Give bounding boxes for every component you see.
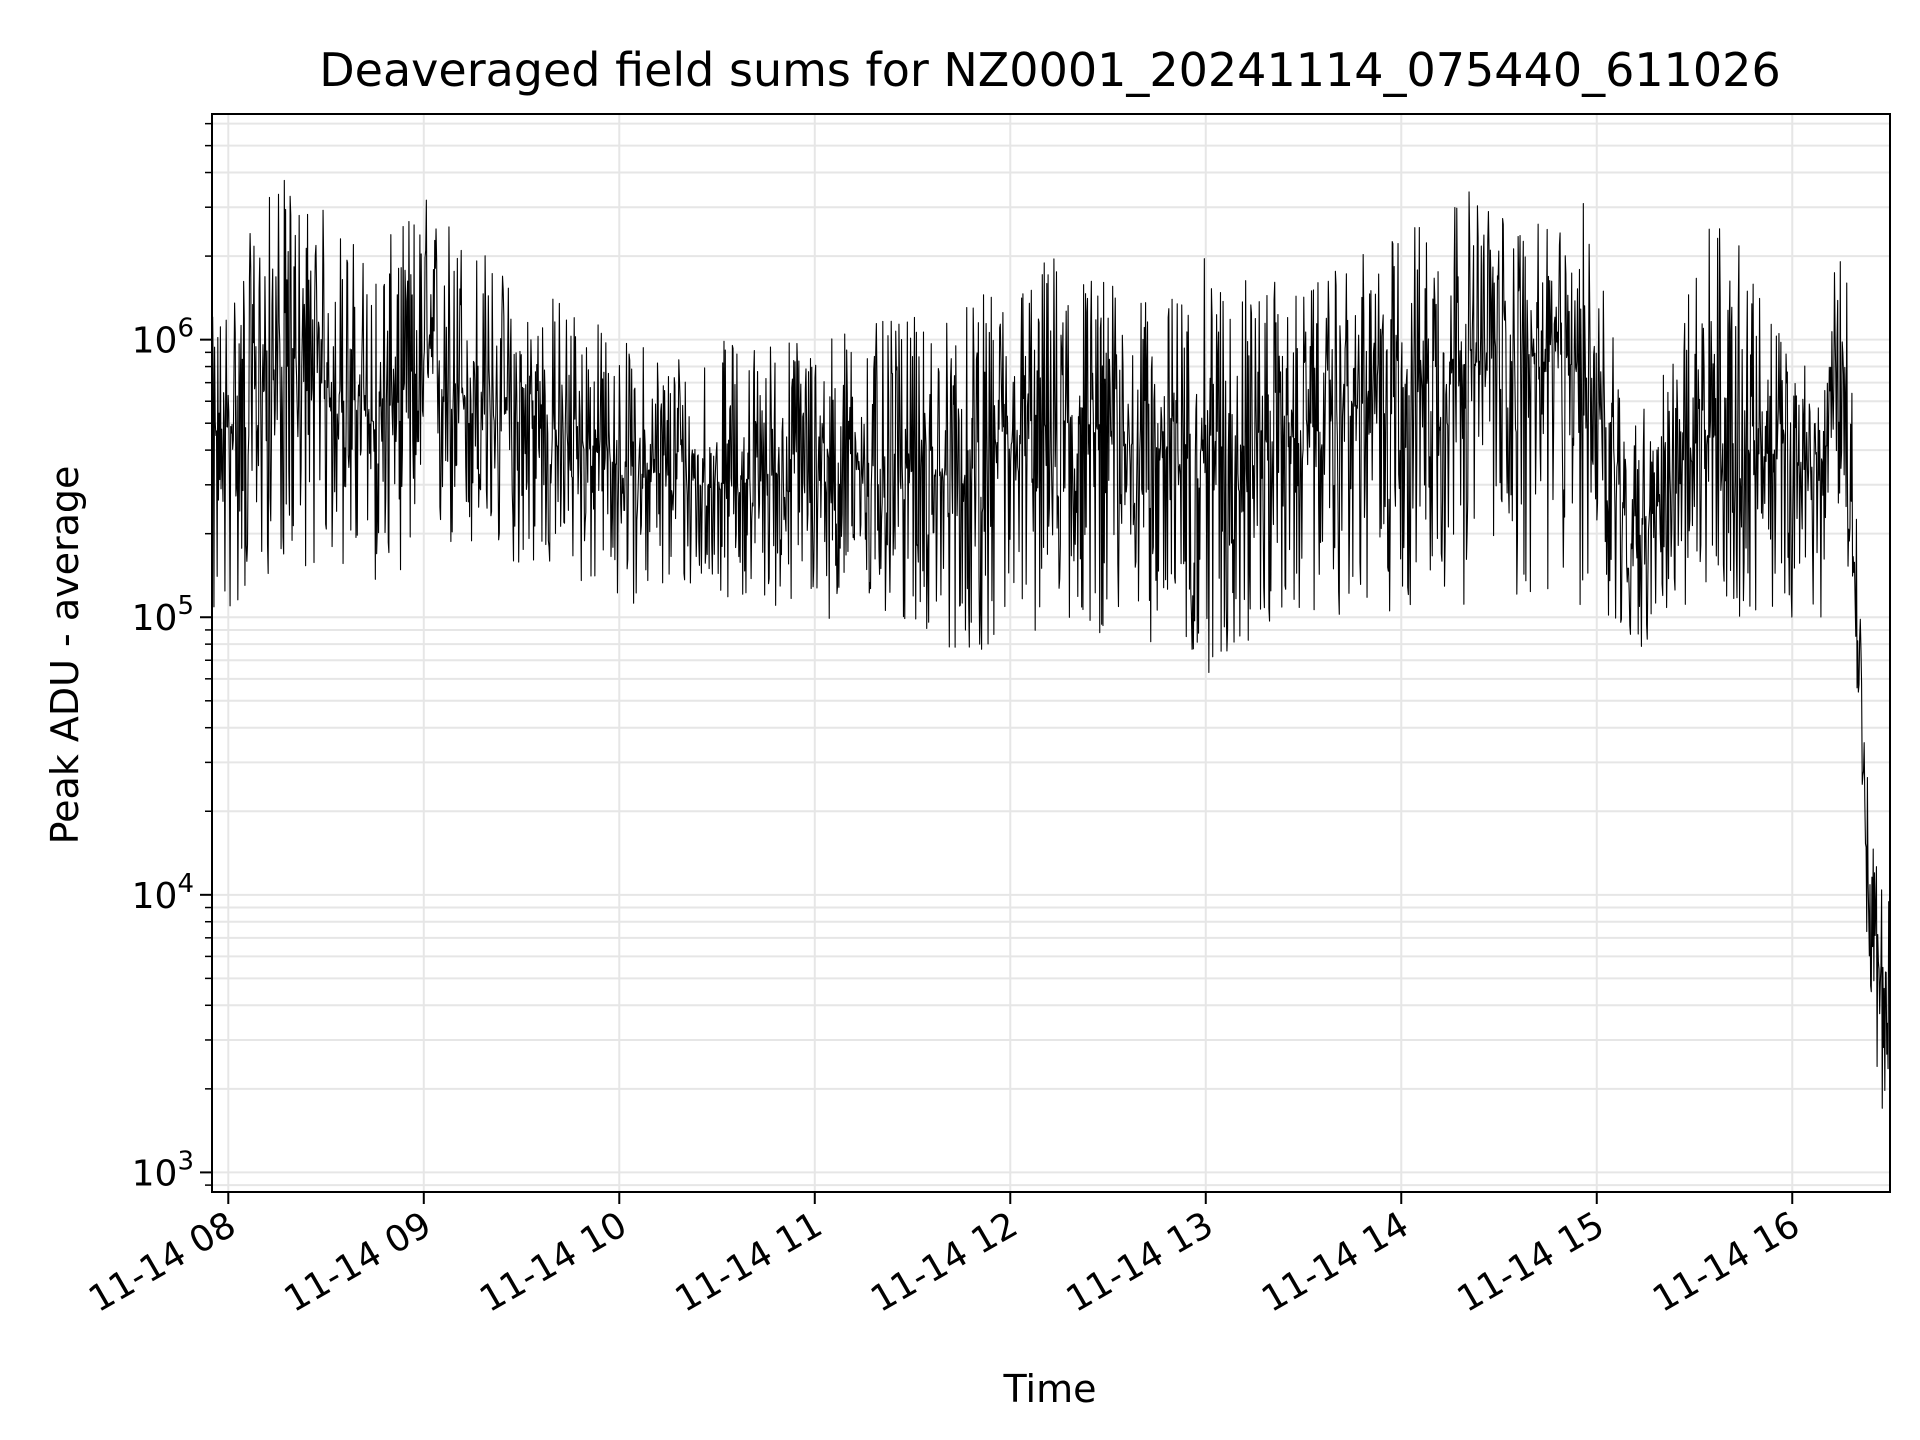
chart-title: Deaveraged field sums for NZ0001_2024111… [319,43,1780,97]
y-axis-label: Peak ADU - average [43,466,87,845]
y-tick-label: 104 [132,869,194,917]
plot-frame [211,113,1891,1193]
y-tick-label: 106 [132,314,194,362]
y-axis: 103 104 105 106 [132,122,212,1194]
series-group [211,179,1891,1109]
x-axis-label: Time [1003,1367,1097,1411]
y-tick-label: 103 [132,1146,194,1194]
y-tick-label: 105 [132,591,194,639]
series-line [211,179,1891,1109]
